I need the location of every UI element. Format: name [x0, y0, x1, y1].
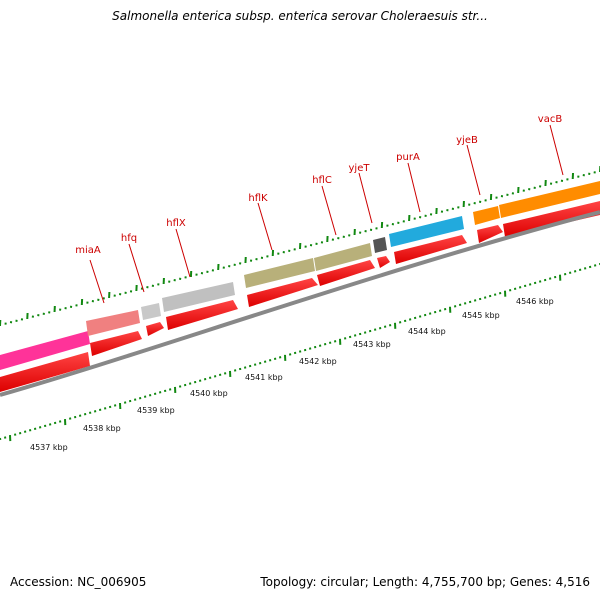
- gene-block-purA[interactable]: [389, 216, 464, 247]
- gene-labels: miaA hfq hflX hflK hflC yjeT purA yjeB v…: [75, 114, 564, 304]
- genome-summary: Topology: circular; Length: 4,755,700 bp…: [260, 575, 590, 589]
- scale-label: 4540 kbp: [190, 389, 228, 398]
- gene-block-hflC[interactable]: [314, 243, 372, 271]
- gene-label-miaA[interactable]: miaA: [75, 245, 101, 256]
- scale-label: 4543 kbp: [353, 340, 391, 349]
- gene-block-yjeB[interactable]: [473, 206, 500, 225]
- orf-arrow[interactable]: [394, 235, 467, 264]
- orf-arrow[interactable]: [166, 300, 238, 330]
- gene-label-purA[interactable]: purA: [396, 152, 420, 163]
- gene-block-miaA[interactable]: [86, 310, 140, 336]
- orf-arrow[interactable]: [503, 201, 600, 237]
- orf-arrow[interactable]: [377, 256, 390, 268]
- gene-block-hfq[interactable]: [141, 303, 161, 320]
- orf-arrow[interactable]: [0, 352, 90, 392]
- orf-ring: [0, 201, 600, 392]
- scale-label: 4539 kbp: [137, 406, 175, 415]
- gene-block-hflX[interactable]: [162, 282, 235, 312]
- gene-label-hflC[interactable]: hflC: [312, 175, 332, 186]
- gene-feature-ring: [0, 181, 600, 370]
- gene-label-hflK[interactable]: hflK: [248, 193, 268, 204]
- scale-label: 4537 kbp: [30, 443, 68, 452]
- orf-arrow[interactable]: [317, 260, 375, 286]
- scale-label: 4542 kbp: [299, 357, 337, 366]
- gene-label-hfq[interactable]: hfq: [121, 233, 137, 244]
- gene-label-vacB[interactable]: vacB: [538, 114, 563, 125]
- gene-block-yjeT[interactable]: [373, 237, 387, 253]
- orf-arrow[interactable]: [247, 278, 318, 307]
- backbone-arc: [0, 210, 600, 397]
- scale-label: 4544 kbp: [408, 327, 446, 336]
- scale-ring: 4537 kbp 4538 kbp 4539 kbp 4540 kbp 4541 kbp…: [0, 263, 600, 452]
- gene-block-vacB[interactable]: [499, 181, 600, 218]
- gene-block-pink[interactable]: [0, 331, 90, 370]
- scale-label: 4538 kbp: [83, 424, 121, 433]
- accession-label: Accession: NC_006905: [10, 575, 147, 589]
- map-title: Salmonella enterica subsp. enterica sero…: [112, 9, 488, 23]
- gene-label-yjeT[interactable]: yjeT: [349, 163, 371, 174]
- gene-label-hflX[interactable]: hflX: [166, 218, 186, 229]
- gene-block-hflK[interactable]: [244, 258, 315, 288]
- scale-label: 4545 kbp: [462, 311, 500, 320]
- orf-arrow[interactable]: [477, 225, 503, 243]
- upper-tick-ring: [0, 165, 600, 327]
- gene-label-yjeB[interactable]: yjeB: [456, 135, 478, 146]
- orf-arrow[interactable]: [146, 322, 164, 336]
- scale-label: 4546 kbp: [516, 297, 554, 306]
- orf-arrow[interactable]: [90, 331, 142, 356]
- scale-label: 4541 kbp: [245, 373, 283, 382]
